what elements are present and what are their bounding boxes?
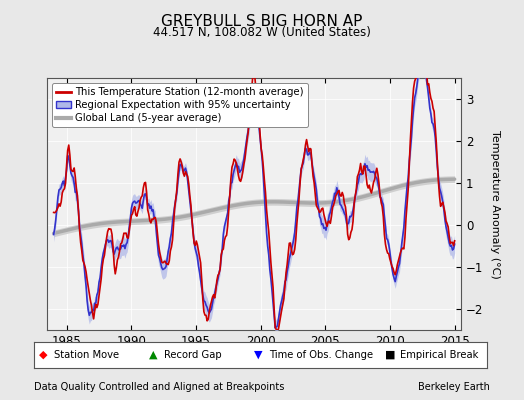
Text: GREYBULL S BIG HORN AP: GREYBULL S BIG HORN AP	[161, 14, 363, 29]
Text: ◆: ◆	[39, 350, 48, 360]
Text: ▼: ▼	[254, 350, 263, 360]
Legend: This Temperature Station (12-month average), Regional Expectation with 95% uncer: This Temperature Station (12-month avera…	[52, 83, 308, 127]
Text: Empirical Break: Empirical Break	[400, 350, 478, 360]
Text: ▲: ▲	[149, 350, 158, 360]
Text: Record Gap: Record Gap	[164, 350, 222, 360]
Text: Station Move: Station Move	[54, 350, 119, 360]
Y-axis label: Temperature Anomaly (°C): Temperature Anomaly (°C)	[490, 130, 500, 278]
Text: Time of Obs. Change: Time of Obs. Change	[269, 350, 373, 360]
Text: Berkeley Earth: Berkeley Earth	[418, 382, 490, 392]
Text: 44.517 N, 108.082 W (United States): 44.517 N, 108.082 W (United States)	[153, 26, 371, 39]
Text: Data Quality Controlled and Aligned at Breakpoints: Data Quality Controlled and Aligned at B…	[34, 382, 285, 392]
Text: ■: ■	[385, 350, 396, 360]
